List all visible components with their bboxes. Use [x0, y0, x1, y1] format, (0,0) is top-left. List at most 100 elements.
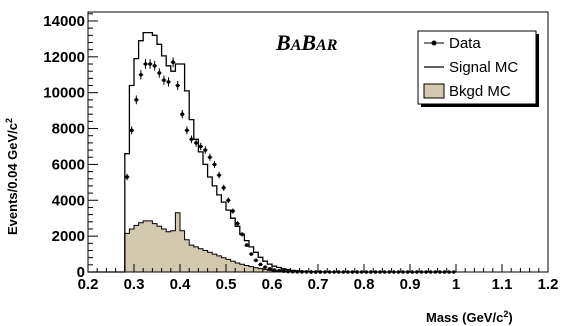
y-tick-label: 14000	[43, 13, 85, 30]
data-point	[157, 68, 162, 78]
y-tick-label: 12000	[43, 49, 85, 66]
x-tick-label: 0.6	[262, 276, 283, 293]
x-tick-label: 0.7	[308, 276, 329, 293]
data-point-marker	[235, 221, 240, 226]
data-point-marker	[194, 141, 198, 145]
data-point-marker	[240, 232, 244, 237]
data-point	[124, 173, 130, 181]
x-axis-title-close: )	[508, 310, 512, 325]
data-point-marker	[189, 137, 194, 142]
data-point	[134, 95, 139, 105]
data-point	[235, 221, 240, 226]
legend-label: Data	[449, 35, 481, 52]
data-point	[262, 265, 268, 269]
x-tick-label: 0.5	[216, 276, 237, 293]
y-tick-label: 0	[77, 264, 85, 281]
data-point	[253, 258, 259, 263]
y-tick-label: 6000	[52, 156, 85, 173]
x-axis-title: Mass (GeV/c2)	[426, 309, 513, 325]
data-point	[272, 268, 277, 272]
data-point	[138, 70, 144, 80]
legend-label: Bkgd MC	[449, 83, 511, 100]
y-tick-label: 8000	[52, 121, 85, 138]
x-tick-label: 0.2	[78, 276, 99, 293]
x-tick-label: 0.4	[170, 276, 192, 293]
babar-watermark: BABAR	[275, 30, 338, 55]
data-point-marker	[166, 80, 171, 84]
data-point-marker	[226, 198, 231, 203]
data-point-marker	[244, 243, 249, 247]
data-point	[216, 171, 222, 179]
x-tick-label: 1	[452, 276, 460, 293]
x-tick-label: 0.8	[354, 276, 375, 293]
data-point-marker	[148, 62, 152, 66]
babar-ar: AR	[315, 37, 338, 54]
data-point	[203, 146, 208, 154]
y-tick-label: 2000	[52, 228, 85, 245]
plot-area	[88, 31, 456, 274]
data-point-marker	[175, 83, 180, 88]
x-axis-title-sup: 2	[503, 309, 508, 319]
x-tick-label: 0.3	[124, 276, 145, 293]
y-tick-label: 4000	[52, 192, 85, 209]
y-axis-title-sup: 2	[4, 118, 14, 123]
legend-label: Signal MC	[449, 59, 518, 76]
data-point	[143, 59, 148, 69]
legend-entry: Signal MC	[424, 59, 518, 76]
babar-b1: B	[275, 30, 291, 55]
data-point	[212, 160, 217, 168]
y-tick-label: 10000	[43, 85, 85, 102]
data-point	[226, 197, 231, 204]
data-point-marker	[258, 262, 263, 267]
legend: Data Signal MC Bkgd MC	[417, 30, 539, 107]
data-point-marker	[143, 62, 148, 66]
data-point-marker	[267, 267, 272, 271]
data-point	[267, 267, 272, 271]
data-point-marker	[212, 162, 217, 167]
data-point	[152, 60, 157, 71]
data-point	[161, 75, 167, 85]
data-point-marker	[198, 144, 203, 149]
x-axis-title-main: Mass (GeV/c	[426, 310, 503, 325]
data-point-marker	[263, 265, 267, 269]
y-axis-title-main: Events/0.04 GeV/c	[5, 123, 20, 235]
legend-bkgd-swatch	[423, 83, 445, 99]
x-tick-label: 1.2	[538, 276, 559, 293]
data-point-marker	[152, 63, 157, 68]
data-point-marker	[272, 268, 277, 272]
data-point	[198, 142, 203, 151]
data-point-marker	[286, 269, 290, 274]
data-point-marker	[171, 60, 175, 65]
y-axis-title: Events/0.04 GeV/c2	[4, 118, 20, 235]
data-point-marker	[221, 185, 226, 190]
data-point-marker	[254, 258, 258, 263]
data-point-marker	[249, 252, 254, 256]
bkgd-mc-histogram	[124, 212, 456, 273]
data-point	[258, 262, 263, 267]
data-point	[249, 252, 254, 256]
data-point	[170, 57, 176, 68]
data-point	[221, 184, 226, 191]
babar-a1: A	[290, 37, 302, 54]
x-tick-label: 0.9	[400, 276, 421, 293]
data-point	[129, 126, 134, 135]
data-point-marker	[208, 155, 212, 160]
data-point-marker	[185, 128, 189, 133]
data-point	[180, 110, 185, 119]
data-point-marker	[129, 128, 134, 133]
data-point	[147, 59, 153, 69]
data-point	[244, 243, 249, 247]
babar-b2: B	[300, 30, 316, 55]
data-point	[207, 153, 213, 161]
data-point	[193, 139, 199, 147]
data-point-marker	[139, 72, 143, 77]
data-point	[166, 77, 171, 87]
data-point	[230, 208, 236, 214]
data-point	[239, 232, 245, 237]
data-point-marker	[125, 175, 129, 179]
legend-entry: Bkgd MC	[423, 83, 511, 100]
legend-entry: Data	[424, 35, 481, 52]
data-point	[189, 135, 194, 144]
x-tick-label: 1.1	[492, 276, 513, 293]
